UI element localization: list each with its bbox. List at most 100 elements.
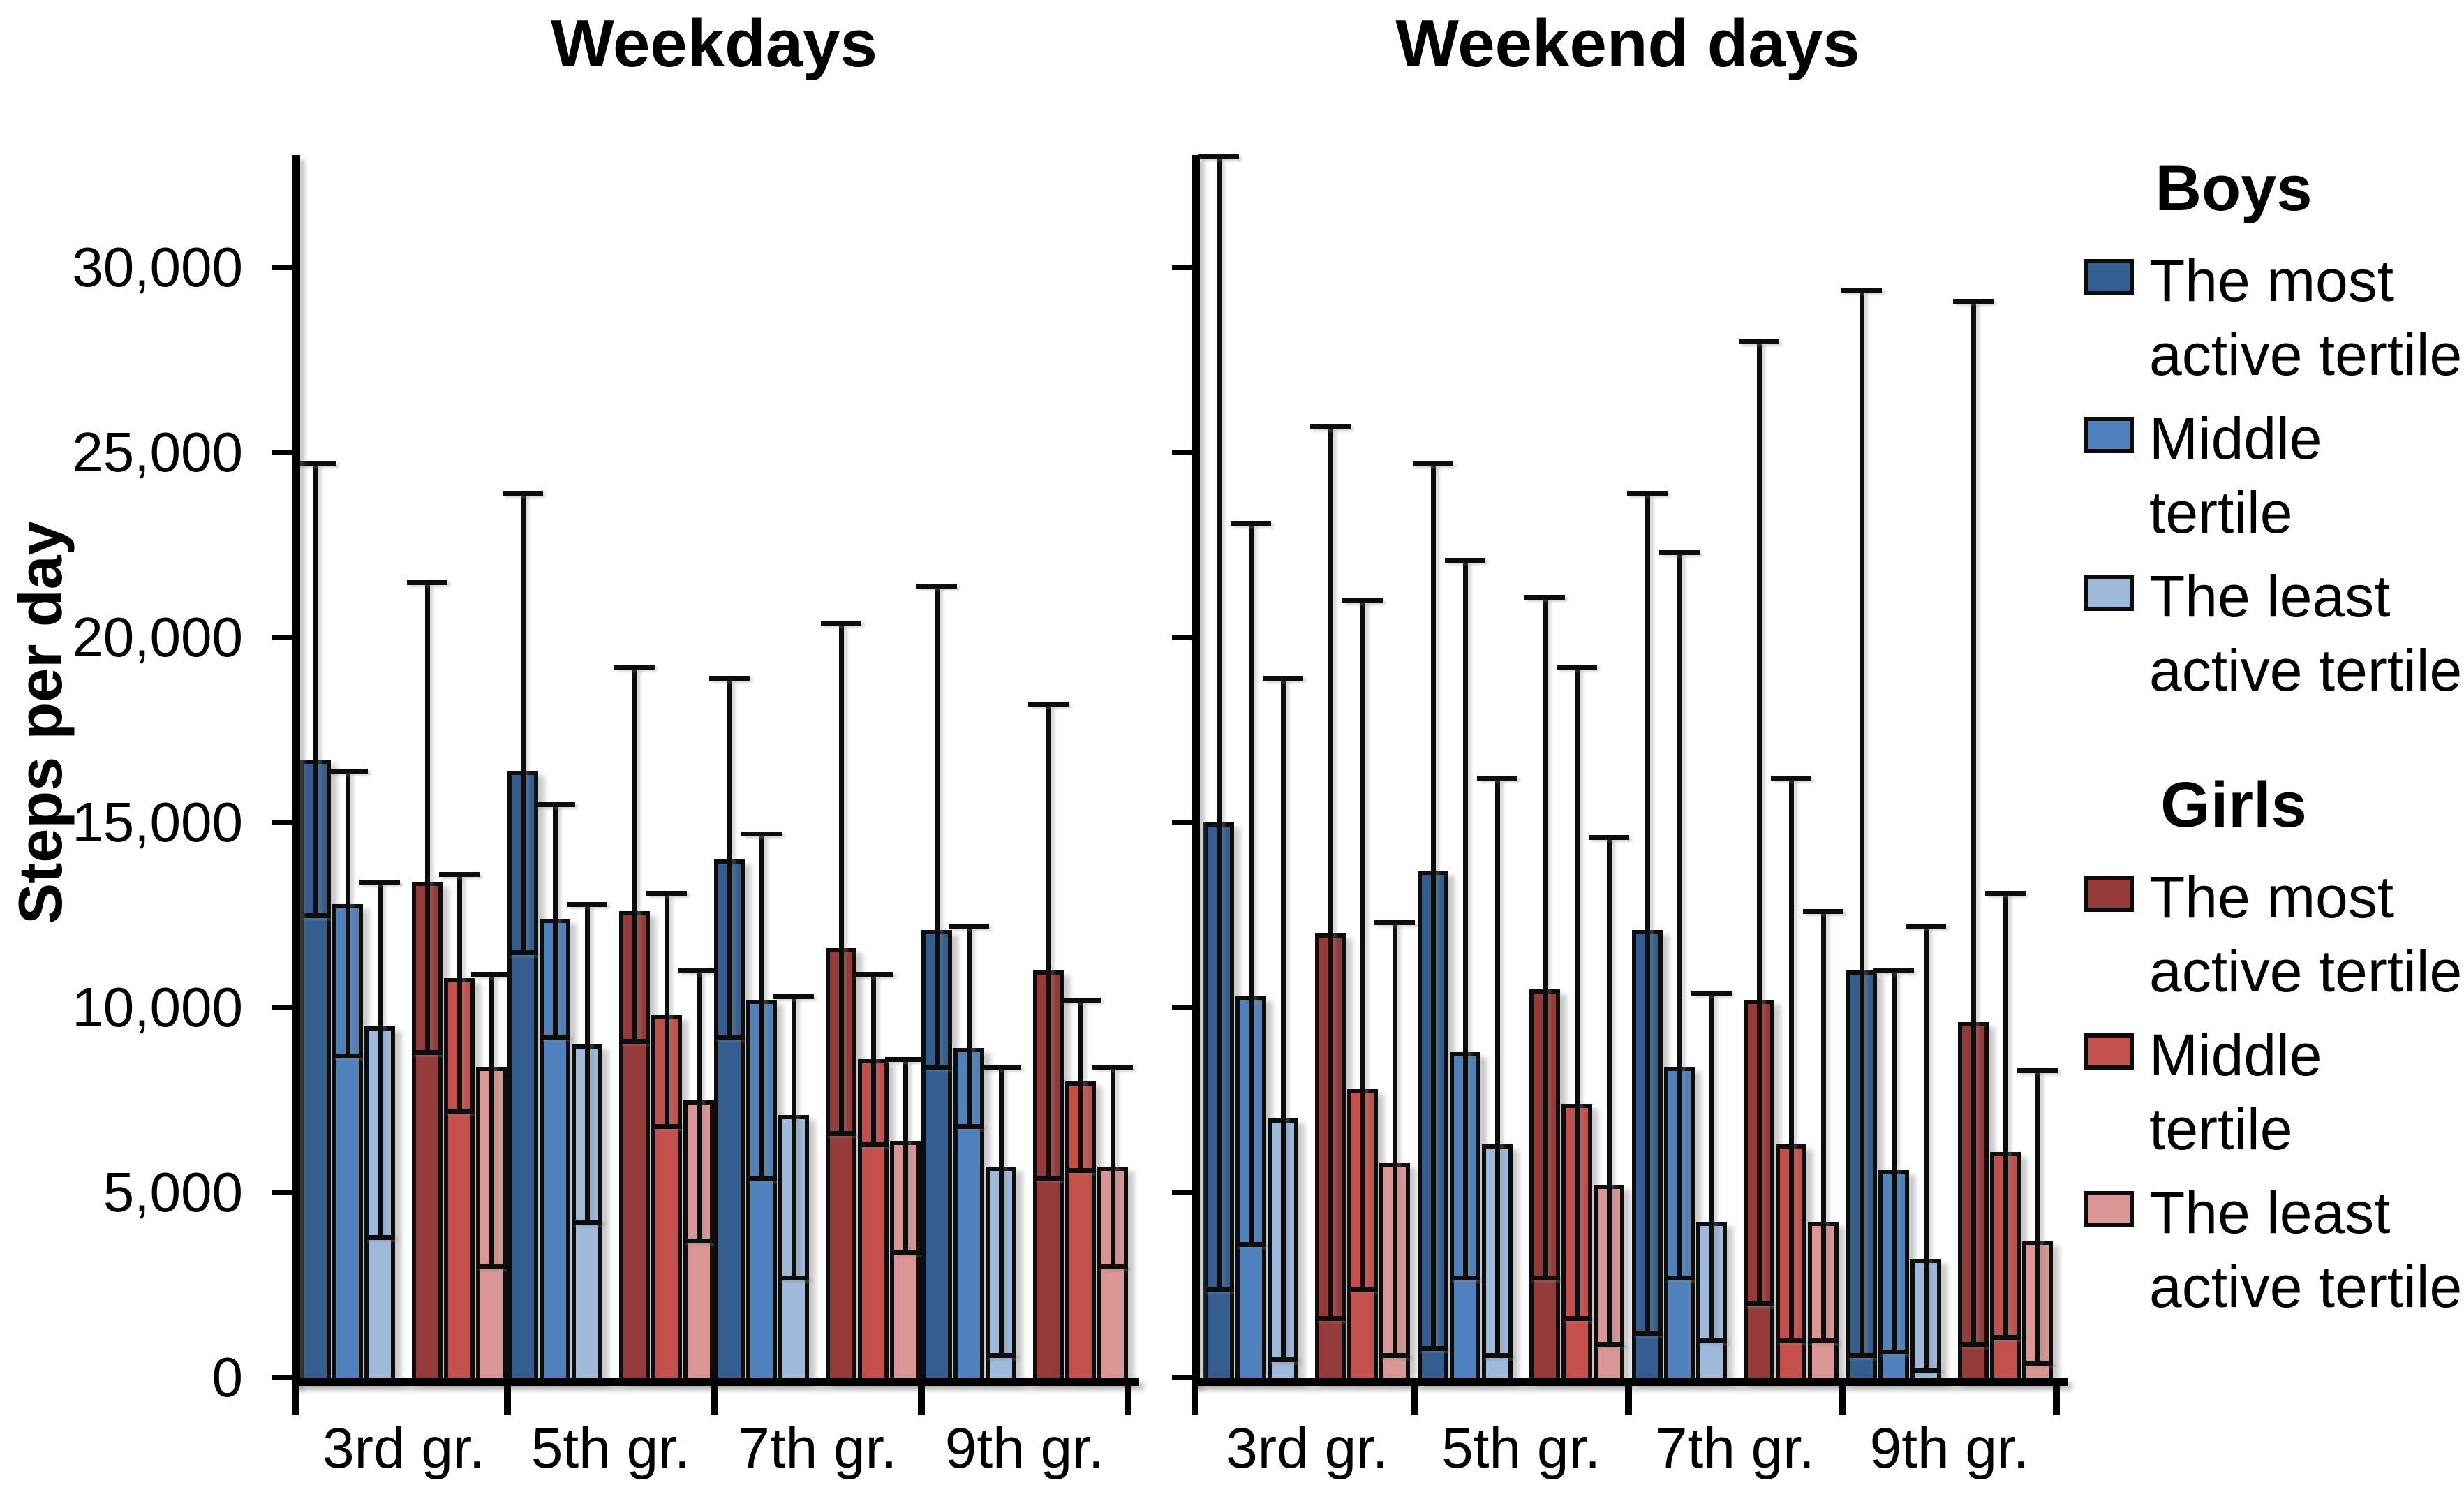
error-bar-line <box>1281 678 1286 1359</box>
error-bar-line <box>632 667 637 1041</box>
y-tick-label: 30,000 <box>72 236 243 298</box>
error-bar-upper-cap <box>1342 598 1383 603</box>
error-bar-lower-cap <box>364 1234 396 1240</box>
legend-item-girls-middle: Middle tertile <box>2084 1018 2464 1166</box>
x-axis-group-tick <box>917 1386 925 1415</box>
error-bar-line <box>1110 1066 1115 1267</box>
error-bar-lower-cap <box>539 1035 570 1040</box>
error-bar-lower-cap <box>1743 1301 1774 1306</box>
error-bar-line <box>792 996 797 1278</box>
error-bar-upper-cap <box>1589 835 1630 841</box>
error-bar-upper-cap <box>502 491 543 496</box>
error-bar-line <box>839 622 845 1134</box>
x-axis-group-tick <box>503 1386 511 1415</box>
error-bar-lower-cap <box>826 1131 857 1137</box>
error-bar-lower-cap <box>1379 1353 1411 1359</box>
error-bar-line <box>1971 300 1976 1345</box>
error-bar-lower-cap <box>1032 1175 1064 1181</box>
error-bar-lower-cap <box>714 1035 745 1040</box>
error-bar-line <box>871 974 877 1145</box>
error-bar-upper-cap <box>1626 491 1668 496</box>
error-bar-lower-cap <box>1097 1264 1128 1269</box>
legend-item-label: Middle tertile <box>2149 1022 2322 1162</box>
x-axis-line <box>292 1378 1139 1386</box>
y-axis-tick <box>1172 450 1192 455</box>
error-bar-upper-cap <box>1198 154 1240 159</box>
boys-least-swatch <box>2084 575 2134 611</box>
error-bar-upper-cap <box>1841 287 1882 293</box>
y-axis-tick <box>1172 820 1192 825</box>
x-category-label: 5th gr. <box>1441 1417 1601 1480</box>
error-bar-upper-cap <box>1658 550 1700 556</box>
error-bar-line <box>1788 778 1794 1341</box>
error-bar-lower-cap <box>1910 1368 1941 1373</box>
error-bar-lower-cap <box>476 1264 507 1269</box>
error-bar-line <box>1078 1000 1083 1171</box>
error-bar-line <box>552 804 558 1038</box>
error-bar-line <box>903 1059 909 1252</box>
error-bar-upper-cap <box>1873 968 1914 973</box>
legend-item-boys-least: The least active tertile <box>2084 559 2464 707</box>
y-axis-tick <box>1172 635 1192 640</box>
error-bar-lower-cap <box>1482 1353 1513 1359</box>
x-axis-group-tick <box>711 1386 718 1415</box>
error-bar-upper-cap <box>885 1057 926 1063</box>
y-axis-tick <box>1172 265 1192 270</box>
legend-item-boys-middle: Middle tertile <box>2084 401 2464 549</box>
error-bar-lower-cap <box>1957 1342 1989 1347</box>
y-axis-tick <box>272 635 292 640</box>
error-bar-upper-cap <box>439 872 480 878</box>
error-bar-line <box>1923 926 1929 1371</box>
error-bar-upper-cap <box>327 768 369 774</box>
error-bar-upper-cap <box>1952 298 1994 304</box>
error-bar-upper-cap <box>1770 776 1811 781</box>
error-bar-upper-cap <box>821 620 862 626</box>
error-bar-line <box>313 463 319 915</box>
y-tick-label: 25,000 <box>72 421 243 483</box>
boys-middle-swatch <box>2084 417 2134 453</box>
error-bar-upper-cap <box>1557 665 1598 670</box>
error-bar-line <box>1217 156 1222 1289</box>
error-bar-lower-cap <box>300 913 332 918</box>
error-bar-upper-cap <box>1691 990 1732 996</box>
error-bar-lower-cap <box>1989 1334 2021 1340</box>
error-bar-upper-cap <box>1374 920 1416 926</box>
legend-item-girls-least: The least active tertile <box>2084 1176 2464 1324</box>
y-tick-label: 0 <box>211 1346 244 1408</box>
error-bar-line <box>378 881 383 1237</box>
y-axis-tick <box>272 1190 292 1195</box>
y-axis-label: Steps per day <box>6 521 75 924</box>
error-bar-upper-cap <box>709 676 750 681</box>
error-bar-lower-cap <box>921 1064 952 1070</box>
error-bar-upper-cap <box>1310 424 1351 429</box>
error-bar-upper-cap <box>678 968 719 973</box>
y-tick-label: 5,000 <box>103 1161 243 1223</box>
error-bar-line <box>934 585 940 1067</box>
error-bar-line <box>1463 559 1469 1278</box>
error-bar-lower-cap <box>651 1123 682 1129</box>
legend-item-label: The most active tertile <box>2149 248 2463 387</box>
error-bar-upper-cap <box>566 901 607 907</box>
error-bar-line <box>727 678 733 1038</box>
error-bar-line <box>1677 552 1682 1278</box>
x-axis-group-tick <box>1839 1386 1846 1415</box>
error-bar-lower-cap <box>1775 1338 1806 1343</box>
error-bar-lower-cap <box>412 1049 443 1055</box>
error-bar-lower-cap <box>444 1109 475 1114</box>
error-bar-line <box>1393 922 1398 1356</box>
error-bar-upper-cap <box>948 924 989 929</box>
x-category-label: 5th gr. <box>530 1417 690 1480</box>
legend-item-label: The least active tertile <box>2149 563 2463 703</box>
error-bar-line <box>489 974 495 1267</box>
error-bar-lower-cap <box>571 1220 602 1225</box>
y-axis-tick <box>1172 1005 1192 1010</box>
y-axis-tick <box>272 1375 292 1380</box>
x-axis-group-tick <box>1624 1386 1632 1415</box>
legend: Boys The most active tertile Middle terti… <box>2084 152 2464 1334</box>
error-bar-line <box>664 892 669 1126</box>
error-bar-line <box>1249 522 1254 1245</box>
error-bar-upper-cap <box>1984 890 2026 896</box>
error-bar-lower-cap <box>1203 1286 1235 1292</box>
error-bar-upper-cap <box>1905 924 1946 929</box>
